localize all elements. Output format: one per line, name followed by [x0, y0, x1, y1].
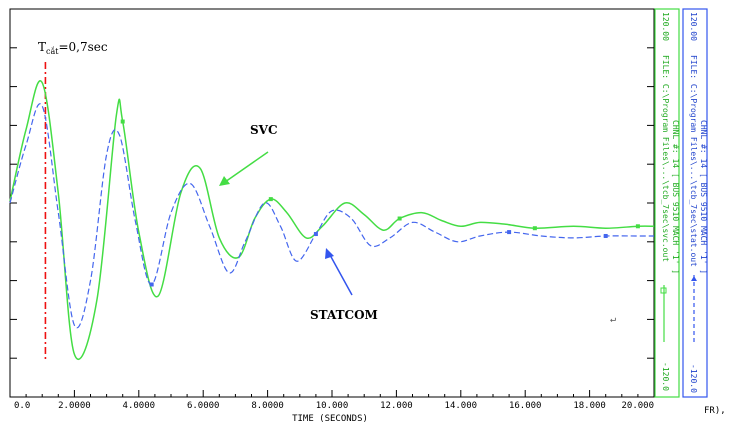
- fault-label-rest: =0,7sec: [58, 40, 107, 54]
- x-tick-label: 8.0000: [251, 401, 284, 411]
- green-panel-frame: [654, 8, 680, 398]
- annotation-svc-arrow: [224, 151, 269, 183]
- x-tick-label: 6.0000: [187, 401, 220, 411]
- x-tick-label: 20.000: [621, 401, 654, 411]
- series-marker-statcom: [313, 232, 318, 237]
- blue-channel-panel: 120.00 FILE: C:\Program Files\...\tcb_7s…: [682, 8, 708, 398]
- x-tick-label: 16.000: [509, 401, 542, 411]
- blue-axis-max: 120.00: [689, 12, 698, 41]
- y-axis-ticks: [10, 8, 654, 398]
- x-tick-label: 18.000: [573, 401, 606, 411]
- green-channel-caption: CHNL #: 14 [ BUS 9510 MACH '1' ]: [671, 120, 680, 274]
- x-axis-label: TIME (SECONDS): [292, 414, 368, 423]
- series-marker-svc: [268, 197, 273, 202]
- series-marker-svc: [120, 119, 125, 124]
- series-line-statcom: [9, 103, 654, 329]
- annotation-statcom-arrowhead: [325, 248, 334, 259]
- x-axis-ticks: [9, 390, 655, 397]
- annotation-svc: SVC: [250, 123, 278, 137]
- blue-axis-min: -120.0: [689, 364, 698, 393]
- series-marker-statcom: [507, 230, 512, 235]
- green-channel-panel: 120.00 FILE: C:\Program Files\...\tcb_7s…: [654, 8, 680, 398]
- plot-frame: [9, 8, 655, 398]
- series-line-svc: [9, 80, 655, 361]
- return-glyph: ↵: [610, 314, 616, 325]
- series-marker-svc: [532, 226, 537, 231]
- x-tick-label: 10.000: [316, 401, 349, 411]
- blue-legend-marker: [691, 276, 697, 281]
- series-marker-statcom: [149, 282, 154, 287]
- x-axis-tick-labels: 0.0 2.0000 4.0000 6.0000 8.0000 10.000 12.000 1…: [14, 401, 654, 411]
- statcom-markers: [149, 230, 608, 287]
- x-tick-label: 4.0000: [123, 401, 156, 411]
- corner-text: FR),: [704, 406, 726, 416]
- green-axis-max: 120.00: [661, 12, 670, 41]
- annotation-svc-arrowhead: [219, 176, 230, 186]
- blue-panel-frame: [682, 8, 708, 398]
- series-marker-statcom: [603, 233, 608, 238]
- series-marker-svc: [397, 216, 402, 221]
- x-tick-label: 2.0000: [58, 401, 91, 411]
- blue-file-caption: FILE: C:\Program Files\...\tcb_7sec\stat…: [689, 55, 698, 267]
- green-axis-min: -120.0: [661, 362, 670, 391]
- x-tick-label: 12.000: [380, 401, 413, 411]
- fault-label: Tcắt=0,7sec: [38, 40, 108, 56]
- annotation-statcom-arrow: [329, 254, 353, 296]
- green-legend-marker: [660, 287, 667, 294]
- svc-markers: [120, 119, 640, 231]
- fault-label-subscript: cắt: [46, 47, 59, 56]
- annotation-statcom: STATCOM: [310, 308, 378, 322]
- series-marker-svc: [635, 224, 640, 229]
- green-file-caption: FILE: C:\Program Files\...\tcb_7sec\svc.…: [661, 55, 670, 262]
- blue-channel-caption: CHNL #: 14 [ BUS 9510 MACH '1' ]: [699, 120, 708, 274]
- x-tick-label: 0.0: [14, 401, 30, 411]
- x-tick-label: 14.000: [445, 401, 478, 411]
